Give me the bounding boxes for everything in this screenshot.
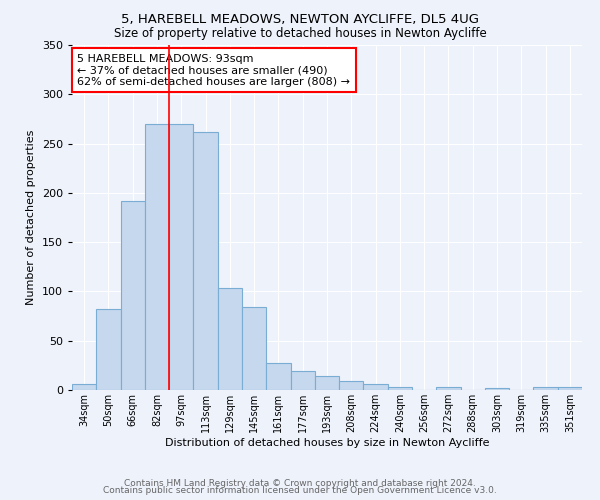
Bar — [533, 387, 558, 390]
Bar — [364, 384, 388, 390]
Bar — [72, 384, 96, 390]
Bar — [242, 307, 266, 390]
Text: Contains HM Land Registry data © Crown copyright and database right 2024.: Contains HM Land Registry data © Crown c… — [124, 478, 476, 488]
Bar — [339, 381, 364, 390]
Bar — [315, 376, 339, 390]
Text: 5 HAREBELL MEADOWS: 93sqm
← 37% of detached houses are smaller (490)
62% of semi: 5 HAREBELL MEADOWS: 93sqm ← 37% of detac… — [77, 54, 350, 87]
X-axis label: Distribution of detached houses by size in Newton Aycliffe: Distribution of detached houses by size … — [165, 438, 489, 448]
Bar — [169, 124, 193, 390]
Bar — [436, 387, 461, 390]
Bar — [193, 132, 218, 390]
Bar — [121, 200, 145, 390]
Text: Contains public sector information licensed under the Open Government Licence v3: Contains public sector information licen… — [103, 486, 497, 495]
Bar — [266, 364, 290, 390]
Bar — [388, 387, 412, 390]
Bar — [290, 372, 315, 390]
Bar — [145, 124, 169, 390]
Text: 5, HAREBELL MEADOWS, NEWTON AYCLIFFE, DL5 4UG: 5, HAREBELL MEADOWS, NEWTON AYCLIFFE, DL… — [121, 12, 479, 26]
Bar — [96, 309, 121, 390]
Bar — [485, 388, 509, 390]
Bar — [558, 387, 582, 390]
Text: Size of property relative to detached houses in Newton Aycliffe: Size of property relative to detached ho… — [113, 28, 487, 40]
Y-axis label: Number of detached properties: Number of detached properties — [26, 130, 36, 305]
Bar — [218, 288, 242, 390]
